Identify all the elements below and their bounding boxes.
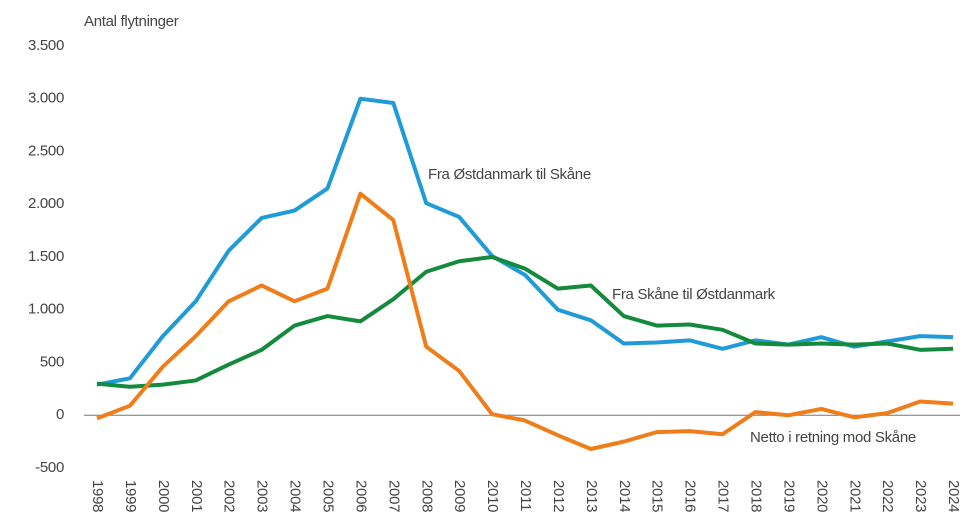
x-tick-label: 2013 (583, 480, 600, 512)
x-tick-label: 2007 (385, 480, 402, 512)
y-axis-label: Antal flytninger (84, 13, 179, 30)
y-tick-label: 2.500 (28, 142, 64, 159)
y-tick-label: 1.000 (28, 301, 64, 318)
x-tick-label: 1999 (122, 480, 139, 512)
x-tick-label: 2018 (747, 480, 764, 512)
x-tick-label: 2001 (188, 480, 205, 512)
x-tick-label: 2004 (287, 480, 304, 512)
x-tick-label: 2009 (451, 480, 468, 512)
x-tick-label: 2020 (813, 480, 830, 512)
y-tick-label: 3.000 (28, 90, 64, 107)
series-label: Netto i retning mod Skåne (750, 429, 916, 446)
series-line (96, 96, 954, 387)
x-tick-label: 2016 (682, 480, 699, 512)
x-tick-label: 2024 (945, 480, 962, 512)
x-tick-label: 2014 (616, 480, 633, 512)
x-tick-label: 2017 (715, 480, 732, 512)
series-label: Fra Østdanmark til Skåne (428, 166, 591, 183)
y-tick-label: 3.500 (28, 37, 64, 54)
y-tick-label: 500 (40, 353, 64, 370)
x-tick-label: 2011 (517, 480, 534, 511)
x-tick-label: 2000 (155, 480, 172, 512)
x-tick-label: 2006 (352, 480, 369, 512)
series-label: Fra Skåne til Østdanmark (612, 286, 776, 303)
x-tick-label: 1998 (89, 480, 106, 512)
x-tick-label: 2010 (484, 480, 501, 512)
x-tick-label: 2022 (879, 480, 896, 512)
x-tick-label: 2021 (846, 480, 863, 512)
x-tick-label: 2019 (780, 480, 797, 512)
x-tick-label: 2002 (221, 480, 238, 512)
x-tick-label: 2015 (649, 480, 666, 512)
x-tick-label: 2023 (912, 480, 929, 512)
series-line (96, 255, 954, 389)
y-tick-label: 2.000 (28, 195, 64, 212)
y-tick-label: 1.500 (28, 248, 64, 265)
series-line (96, 191, 954, 452)
y-tick-label: -500 (35, 459, 64, 476)
y-tick-label: 0 (56, 406, 64, 423)
x-tick-label: 2003 (254, 480, 271, 512)
x-tick-label: 2012 (550, 480, 567, 512)
x-tick-label: 2005 (319, 480, 336, 512)
x-tick-label: 2008 (418, 480, 435, 512)
